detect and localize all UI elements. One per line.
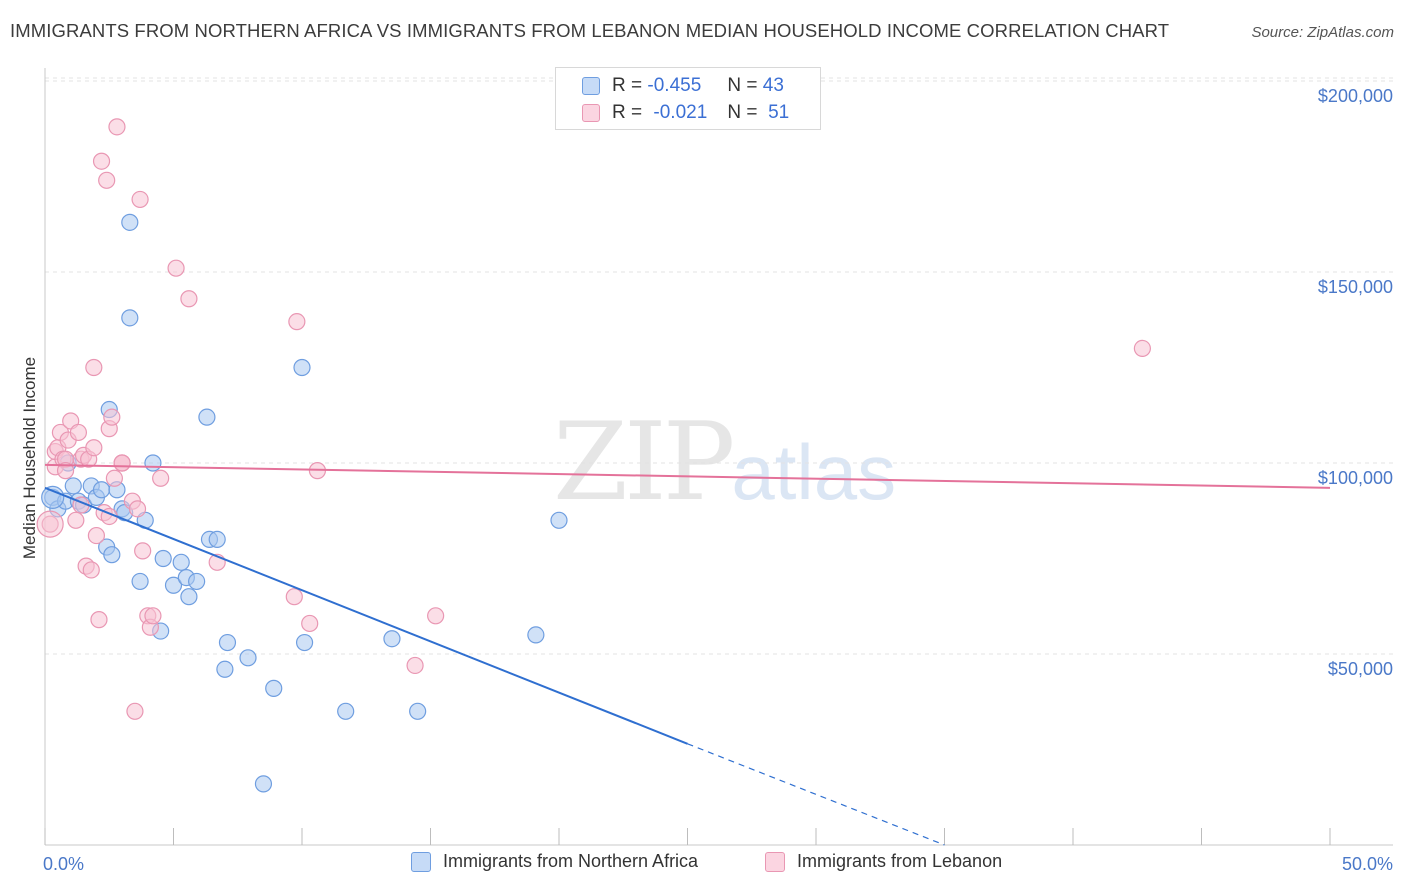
data-point (36, 510, 64, 538)
bottom-legend-northern-africa: Immigrants from Northern Africa (411, 851, 698, 872)
bottom-legend-label: Immigrants from Northern Africa (443, 851, 699, 871)
data-point (64, 477, 82, 495)
data-point (103, 546, 121, 564)
trend-lines (44, 463, 1331, 846)
data-point (527, 626, 545, 644)
data-point (180, 290, 198, 308)
y-tick-label: $50,000 (1328, 659, 1393, 679)
data-point (301, 614, 319, 633)
data-point (285, 588, 303, 606)
data-point (208, 530, 226, 549)
data-point (409, 702, 427, 720)
data-point (154, 549, 172, 568)
legend-swatch-blue (582, 77, 600, 95)
data-point (92, 481, 111, 499)
data-point (126, 702, 144, 720)
correlation-legend: R = -0.455 N = 43 R = -0.021 N = 51 (555, 67, 821, 130)
legend-r-label: R = (612, 75, 643, 96)
y-tick-label: $200,000 (1318, 86, 1393, 106)
data-point (152, 469, 170, 487)
chart-title: IMMIGRANTS FROM NORTHERN AFRICA VS IMMIG… (10, 20, 1170, 41)
data-point (406, 656, 424, 675)
data-point (288, 313, 306, 331)
data-point (172, 553, 190, 571)
watermark-atlas: atlas (731, 428, 897, 516)
bottom-legend-swatch-blue (411, 851, 431, 872)
data-point (254, 775, 273, 793)
data-point (90, 611, 108, 629)
data-point (1133, 339, 1151, 357)
data-point (113, 454, 131, 472)
data-point (131, 190, 149, 209)
legend-row-northern-africa: R = -0.455 N = 43 (582, 73, 784, 99)
data-point (144, 607, 162, 625)
data-point (293, 358, 311, 377)
legend-r-value: -0.455 (647, 75, 702, 96)
data-point (216, 660, 234, 678)
data-point (239, 649, 257, 667)
data-point (180, 588, 198, 606)
x-tick-label: 0.0% (43, 854, 84, 874)
legend-row-lebanon: R = -0.021 N = 51 (582, 100, 789, 126)
series-northern-africa-points (41, 213, 568, 793)
data-point (105, 469, 123, 487)
data-point (427, 607, 445, 625)
data-point (188, 572, 206, 591)
data-point (67, 511, 85, 529)
series-lebanon-points (36, 118, 1151, 720)
data-point (134, 542, 152, 560)
bottom-legend-label: Immigrants from Lebanon (797, 851, 1003, 871)
data-point (121, 309, 139, 327)
data-point (82, 561, 100, 579)
data-point (167, 259, 185, 277)
data-point (98, 171, 116, 189)
legend-n-value: 43 (762, 75, 784, 96)
data-point (198, 408, 216, 426)
y-tick-label: $150,000 (1318, 277, 1393, 297)
data-point (69, 423, 88, 442)
bottom-legend-lebanon: Immigrants from Lebanon (765, 851, 1002, 872)
data-point (164, 576, 183, 594)
data-point (295, 633, 314, 652)
data-point (56, 462, 75, 480)
x-tick-label: 50.0% (1342, 854, 1393, 874)
trend-line-northern-africa (44, 486, 688, 745)
data-point (103, 408, 121, 426)
legend-n-label: N = (727, 102, 758, 123)
trend-line-lebanon (44, 463, 1331, 489)
legend-n-label: N = (727, 75, 758, 96)
data-point (550, 511, 568, 529)
y-tick-label: $100,000 (1318, 468, 1393, 488)
axes (44, 68, 1393, 846)
data-point (41, 485, 65, 509)
data-point (85, 358, 103, 377)
data-point (265, 679, 283, 697)
trend-line-northern-africa-extrapolated (687, 743, 945, 846)
legend-swatch-pink (582, 104, 600, 122)
data-point (108, 118, 126, 136)
data-point (131, 572, 149, 591)
legend-r-label: R = (612, 102, 643, 123)
data-point (337, 702, 355, 720)
data-point (121, 213, 139, 231)
data-point (87, 526, 106, 545)
legend-r-value: -0.021 (653, 102, 708, 123)
source-label: Source: ZipAtlas.com (1251, 24, 1394, 41)
data-point (85, 439, 103, 457)
legend-n-value: 51 (768, 102, 790, 123)
data-point (128, 500, 147, 518)
bottom-legend-swatch-pink (765, 851, 785, 872)
y-axis-label: Median Household Income (20, 357, 39, 559)
tick-labels: $50,000 $100,000 $150,000 $200,000 0.0% 50.0% (43, 86, 1393, 874)
data-point (383, 630, 401, 648)
data-point (144, 454, 162, 472)
data-point (218, 633, 237, 652)
data-point (92, 152, 111, 170)
